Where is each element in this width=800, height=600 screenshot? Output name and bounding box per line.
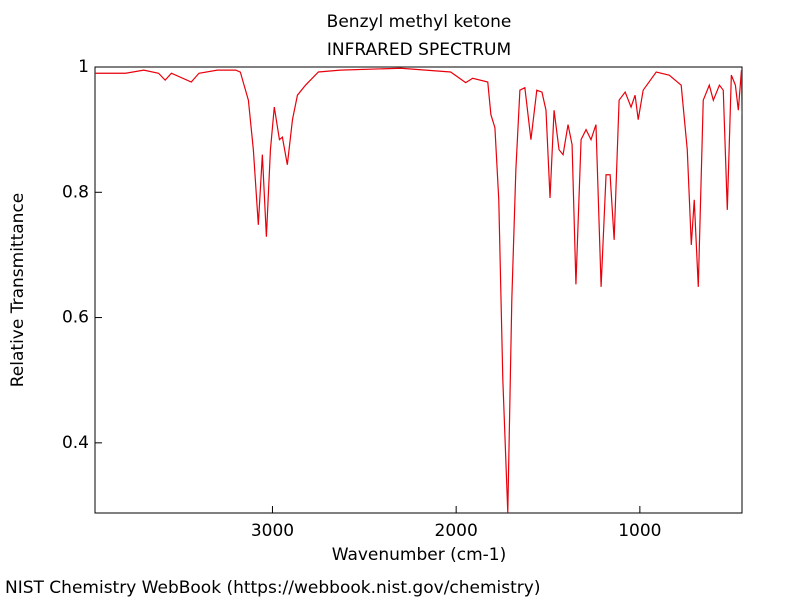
x-tick-label: 2000 (435, 521, 478, 541)
y-tick-label: 0.4 (62, 433, 89, 453)
y-tick-label: 1 (78, 57, 89, 77)
chart-title: Benzyl methyl ketone (327, 12, 512, 32)
y-axis-label: Relative Transmittance (8, 193, 28, 388)
x-axis-label: Wavenumber (cm-1) (332, 545, 507, 565)
x-tick-label: 3000 (251, 521, 294, 541)
source-note: NIST Chemistry WebBook (https://webbook.… (5, 578, 540, 598)
spectrum-line (95, 67, 742, 513)
y-tick-label: 0.6 (62, 308, 89, 328)
chart-subtitle: INFRARED SPECTRUM (327, 40, 511, 60)
y-tick-label: 0.8 (62, 182, 89, 202)
plot-frame (94, 66, 743, 514)
x-tick-label: 1000 (618, 521, 661, 541)
